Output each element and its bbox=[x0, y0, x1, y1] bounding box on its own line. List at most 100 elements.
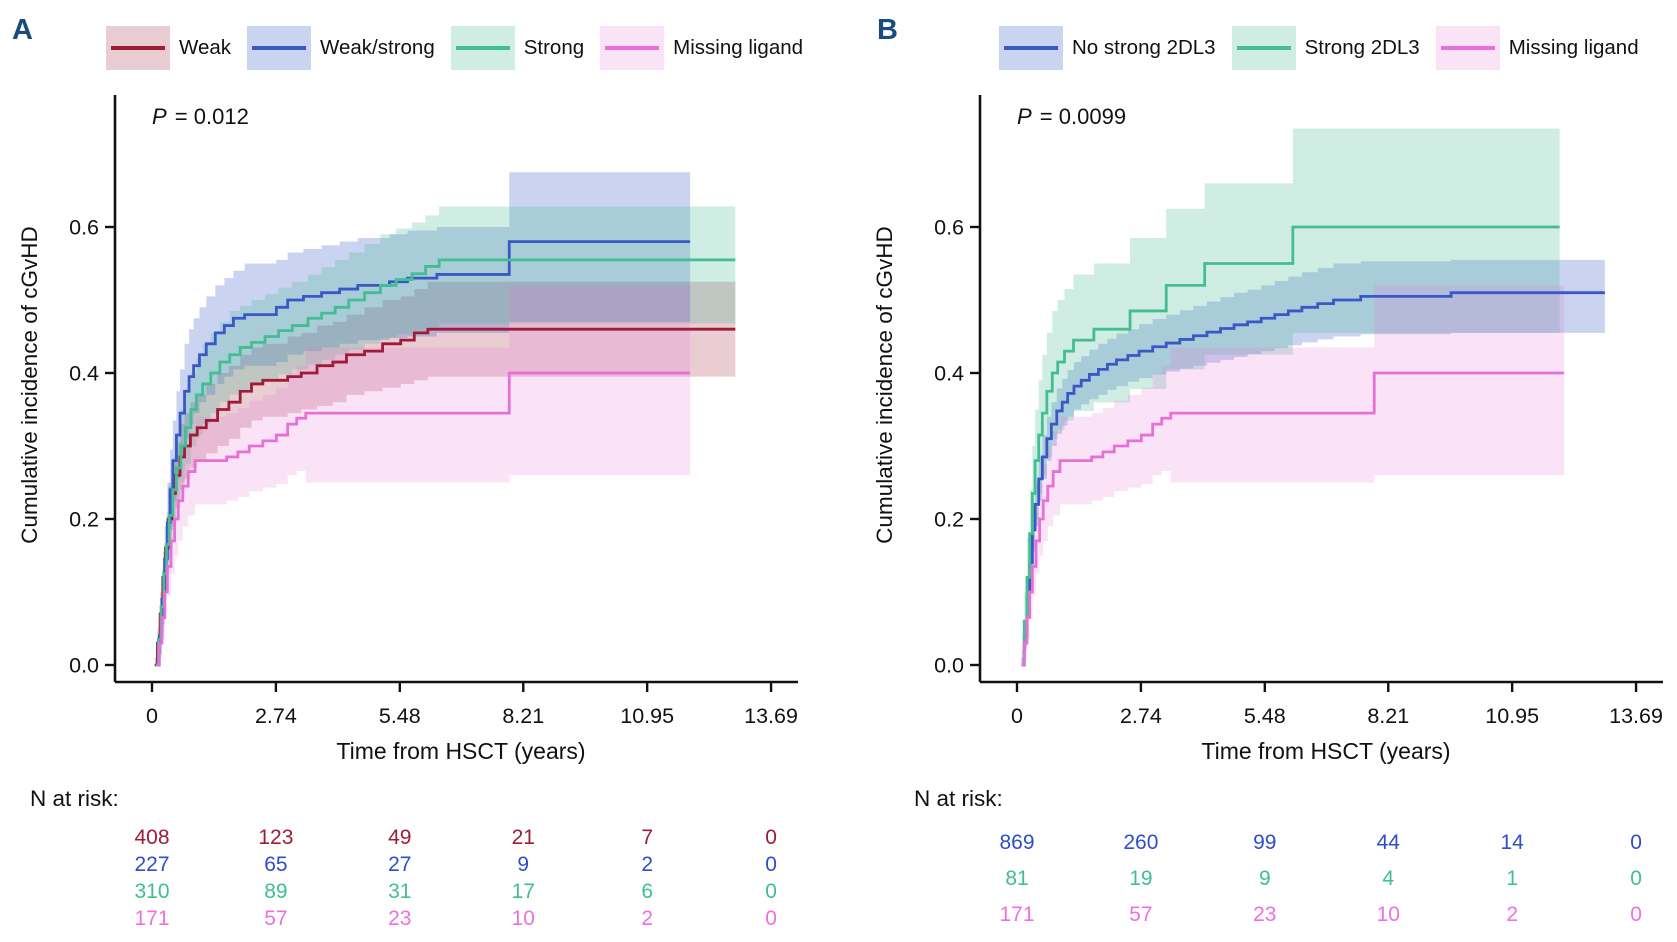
x-tick-label: 13.69 bbox=[1609, 704, 1663, 728]
panel-a-x-axis-title: Time from HSCT (years) bbox=[336, 738, 586, 764]
no-strong-2dl3-legend-key bbox=[999, 26, 1063, 70]
n-at-risk-missing-ligand-value: 23 bbox=[1253, 903, 1277, 926]
x-tick-label: 5.48 bbox=[1244, 704, 1286, 728]
panel-b-label: B bbox=[877, 14, 898, 46]
panel-a-label: A bbox=[12, 14, 33, 46]
strong-curve bbox=[155, 258, 736, 667]
legend-item-missing-ligand: Missing ligand bbox=[1435, 26, 1639, 70]
strong-2dl3-legend-line-icon bbox=[1236, 46, 1291, 50]
panel-a: A Weak Weak/strong Strong Missing ligand P … bbox=[12, 14, 803, 930]
x-tick-label: 2.74 bbox=[255, 704, 297, 728]
n-at-risk-missing-ligand-value: 2 bbox=[1506, 903, 1518, 926]
panel-b-p-symbol: P bbox=[1017, 104, 1032, 129]
n-at-risk-missing-ligand-value: 57 bbox=[264, 907, 288, 930]
n-at-risk-strong-value: 6 bbox=[641, 880, 653, 903]
missing-ligand-confidence-band bbox=[156, 285, 691, 665]
no-strong-2dl3-curve bbox=[1021, 291, 1605, 667]
strong-2dl3-curve bbox=[1021, 225, 1560, 667]
n-at-risk-missing-ligand-value: 10 bbox=[511, 907, 535, 930]
weak-strong-legend-label: Weak/strong bbox=[320, 36, 435, 59]
x-tick-label: 8.21 bbox=[502, 704, 544, 728]
panel-b-p-value: P = 0.0099 bbox=[1017, 104, 1126, 130]
n-at-risk-weak-value: 123 bbox=[258, 826, 294, 849]
weak-strong-confidence-band bbox=[156, 172, 691, 665]
n-at-risk-weak-strong-value: 2 bbox=[641, 853, 653, 876]
panel-b-legend: No strong 2DL3 Strong 2DL3 Missing ligand bbox=[999, 26, 1639, 70]
y-tick-label: 0.0 bbox=[934, 654, 964, 678]
x-tick-label: 10.95 bbox=[1485, 704, 1539, 728]
missing-ligand-legend-line-icon bbox=[1440, 46, 1495, 50]
weak-legend-line-icon bbox=[111, 46, 165, 50]
n-at-risk-missing-ligand-value: 23 bbox=[388, 907, 412, 930]
y-tick-label: 0.2 bbox=[934, 508, 964, 532]
x-tick-label: 5.48 bbox=[379, 704, 421, 728]
n-at-risk-strong-value: 31 bbox=[388, 880, 412, 903]
legend-item-weak-strong: Weak/strong bbox=[247, 26, 435, 70]
n-at-risk-weak-strong-value: 27 bbox=[388, 853, 412, 876]
missing-ligand-legend-label: Missing ligand bbox=[673, 36, 804, 59]
n-at-risk-strong-2dl3-value: 19 bbox=[1129, 867, 1153, 890]
n-at-risk-no-strong-2dl3-value: 14 bbox=[1500, 831, 1524, 854]
strong-2dl3-legend-label: Strong 2DL3 bbox=[1304, 36, 1420, 59]
weak-legend-label: Weak bbox=[179, 36, 232, 59]
n-at-risk-no-strong-2dl3-value: 869 bbox=[999, 831, 1035, 854]
n-at-risk-missing-ligand-value: 0 bbox=[765, 907, 777, 930]
n-at-risk-weak-strong-value: 65 bbox=[264, 853, 288, 876]
missing-ligand-curve bbox=[156, 371, 691, 667]
strong-legend-key bbox=[450, 26, 515, 70]
n-at-risk-no-strong-2dl3-value: 260 bbox=[1123, 831, 1159, 854]
panel-a-p-number: = 0.012 bbox=[168, 104, 249, 129]
n-at-risk-strong-2dl3-value: 1 bbox=[1506, 867, 1518, 890]
legend-item-no-strong-2dl3: No strong 2DL3 bbox=[999, 26, 1216, 70]
missing-ligand-legend-label: Missing ligand bbox=[1508, 36, 1639, 59]
missing-ligand-legend-key bbox=[600, 26, 665, 70]
n-at-risk-weak-value: 0 bbox=[765, 826, 777, 849]
panel-a-legend: Weak Weak/strong Strong Missing ligand bbox=[106, 26, 803, 70]
n-at-risk-missing-ligand-value: 171 bbox=[999, 903, 1035, 926]
y-tick-label: 0.6 bbox=[934, 216, 964, 240]
weak-legend-key bbox=[106, 26, 170, 70]
missing-ligand-legend-key bbox=[1435, 26, 1500, 70]
no-strong-2dl3-confidence-band bbox=[1021, 259, 1605, 665]
n-at-risk-weak-value: 49 bbox=[388, 826, 412, 849]
no-strong-2dl3-legend-label: No strong 2DL3 bbox=[1072, 36, 1216, 59]
n-at-risk-weak-strong-value: 9 bbox=[517, 853, 530, 876]
strong-confidence-band bbox=[155, 203, 736, 665]
panel-a-p-symbol: P bbox=[152, 104, 167, 129]
n-at-risk-no-strong-2dl3-value: 44 bbox=[1376, 831, 1400, 854]
legend-item-weak: Weak bbox=[106, 26, 231, 70]
n-at-risk-weak-value: 408 bbox=[134, 826, 170, 849]
n-at-risk-strong-2dl3-value: 4 bbox=[1382, 867, 1395, 890]
n-at-risk-strong-value: 310 bbox=[134, 880, 170, 903]
weak-strong-legend-line-icon bbox=[252, 46, 307, 50]
x-tick-label: 13.69 bbox=[744, 704, 798, 728]
x-tick-label: 8.21 bbox=[1367, 704, 1409, 728]
legend-item-missing-ligand: Missing ligand bbox=[600, 26, 803, 70]
panel-b-p-number: = 0.0099 bbox=[1033, 104, 1127, 129]
missing-ligand-confidence-band bbox=[1021, 285, 1565, 665]
y-tick-label: 0.6 bbox=[69, 216, 99, 240]
x-tick-label: 0 bbox=[1011, 704, 1023, 728]
n-at-risk-weak-value: 21 bbox=[511, 826, 535, 849]
n-at-risk-missing-ligand-value: 171 bbox=[134, 907, 170, 930]
legend-item-strong: Strong bbox=[450, 26, 585, 70]
panel-b-plot-area: 0 2.74 5.48 8.21 10.95 13.69 0.0 0.2 0.4 0.6 bbox=[934, 95, 1663, 728]
strong-legend-label: Strong bbox=[523, 36, 585, 59]
n-at-risk-strong-2dl3-value: 81 bbox=[1005, 867, 1029, 890]
strong-2dl3-legend-key bbox=[1231, 26, 1296, 70]
n-at-risk-strong-value: 17 bbox=[511, 880, 535, 903]
x-tick-label: 2.74 bbox=[1120, 704, 1162, 728]
strong-legend-line-icon bbox=[455, 46, 510, 50]
x-tick-label: 0 bbox=[146, 704, 158, 728]
legend-item-strong-2dl3: Strong 2DL3 bbox=[1231, 26, 1420, 70]
n-at-risk-strong-value: 89 bbox=[264, 880, 288, 903]
panel-b-n-at-risk-label: N at risk: bbox=[914, 786, 1003, 811]
y-tick-label: 0.4 bbox=[934, 362, 964, 386]
n-at-risk-missing-ligand-value: 0 bbox=[1630, 903, 1642, 926]
strong-2dl3-confidence-band bbox=[1021, 128, 1560, 665]
n-at-risk-weak-strong-value: 227 bbox=[134, 853, 170, 876]
missing-ligand-legend-line-icon bbox=[605, 46, 660, 50]
n-at-risk-no-strong-2dl3-value: 99 bbox=[1253, 831, 1277, 854]
y-tick-label: 0.4 bbox=[69, 362, 99, 386]
missing-ligand-curve bbox=[1021, 371, 1565, 667]
